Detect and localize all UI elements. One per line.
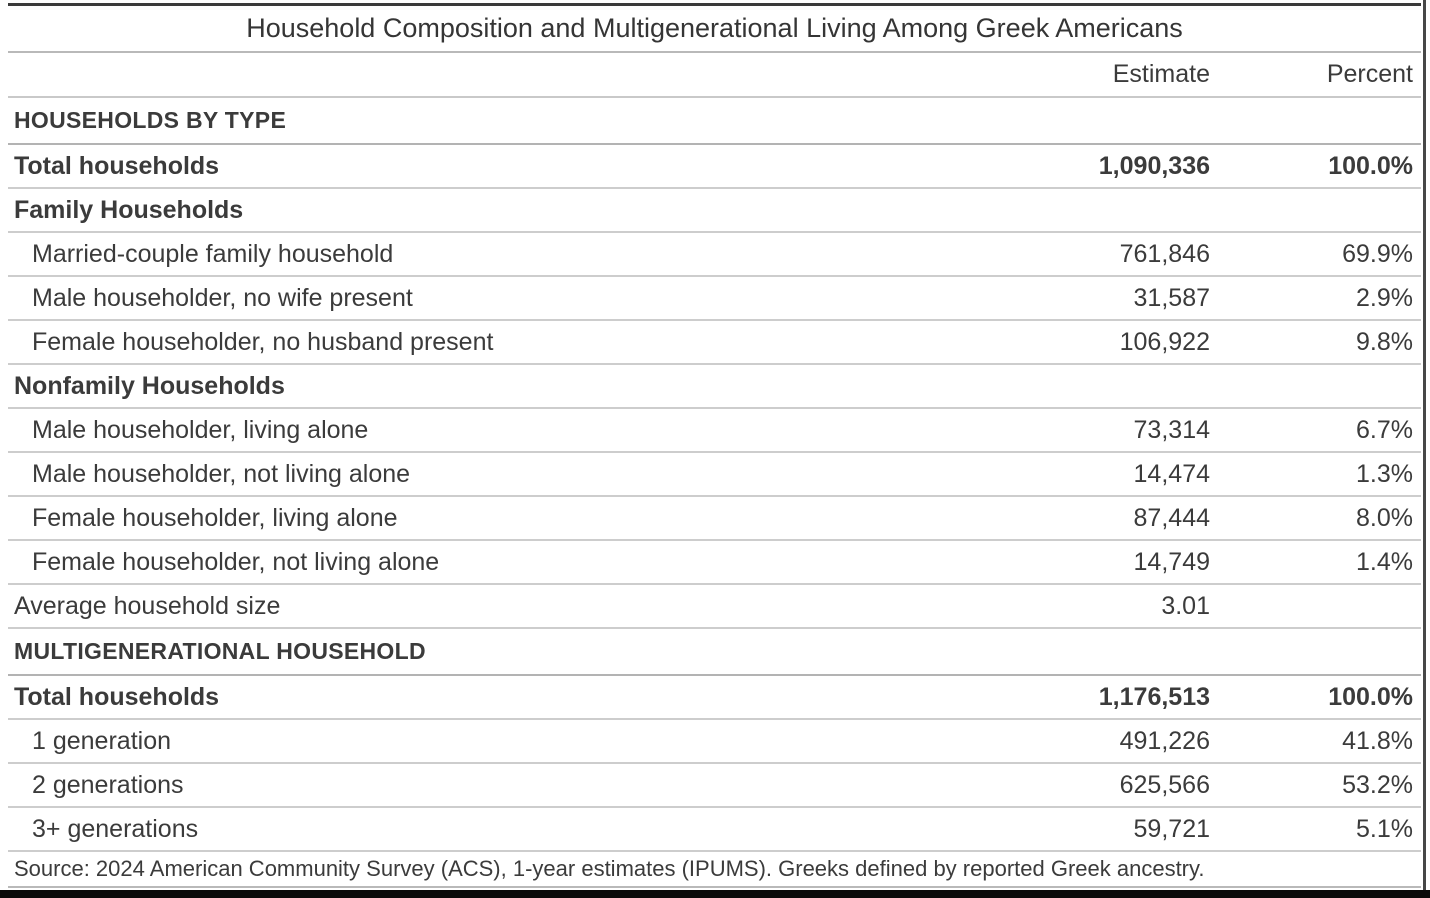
estimate-cell: 761,846	[1119, 239, 1210, 268]
estimate-cell: 14,474	[1133, 459, 1210, 488]
table-row: Total households 1,176,513 100.0%	[8, 676, 1421, 720]
percent-cell: 9.8%	[1356, 327, 1413, 356]
row-label: Female householder, no husband present	[32, 327, 494, 356]
percent-column-header: Percent	[1326, 60, 1413, 88]
percent-cell: 6.7%	[1356, 415, 1413, 444]
table-row: Average household size 3.01	[8, 585, 1421, 629]
table-row: Married-couple family household 761,846 …	[8, 233, 1421, 277]
section-header-row: MULTIGENERATIONAL HOUSEHOLD	[8, 629, 1421, 676]
window-bottom-edge	[0, 890, 1430, 898]
table-row: Female householder, living alone 87,444 …	[8, 497, 1421, 541]
row-label: Total households	[14, 682, 220, 711]
table-row: Family Households	[8, 189, 1421, 233]
estimate-cell: 491,226	[1119, 726, 1210, 755]
percent-cell: 5.1%	[1356, 814, 1413, 843]
table-row: Total households 1,090,336 100.0%	[8, 145, 1421, 189]
estimate-cell: 106,922	[1119, 327, 1210, 356]
estimate-cell: 59,721	[1133, 814, 1210, 843]
row-label: Male householder, living alone	[32, 415, 369, 444]
table-row: Male householder, living alone 73,314 6.…	[8, 409, 1421, 453]
estimate-column-header: Estimate	[1112, 60, 1210, 88]
percent-cell: 41.8%	[1342, 726, 1413, 755]
percent-cell: 1.3%	[1356, 459, 1413, 488]
percent-cell: 69.9%	[1342, 239, 1413, 268]
table-row: Male householder, no wife present 31,587…	[8, 277, 1421, 321]
percent-cell: 2.9%	[1356, 283, 1413, 312]
estimate-cell: 73,314	[1133, 415, 1210, 444]
row-label: 2 generations	[32, 770, 184, 799]
page-title: Household Composition and Multigeneratio…	[246, 13, 1183, 43]
row-label: Married-couple family household	[32, 239, 394, 268]
estimate-cell: 31,587	[1133, 283, 1210, 312]
estimate-cell: 1,090,336	[1098, 151, 1210, 180]
table-row: Female householder, no husband present 1…	[8, 321, 1421, 365]
row-label: Average household size	[14, 591, 281, 620]
percent-cell: 100.0%	[1328, 151, 1413, 180]
percent-cell: 8.0%	[1356, 503, 1413, 532]
table-row: 2 generations 625,566 53.2%	[8, 764, 1421, 808]
row-label: Female householder, living alone	[32, 503, 398, 532]
row-label: Male householder, not living alone	[32, 459, 411, 488]
table-body: HOUSEHOLDS BY TYPE Total households 1,09…	[8, 98, 1421, 852]
estimate-cell: 14,749	[1133, 547, 1210, 576]
table-header-row: Estimate Percent	[8, 53, 1421, 98]
estimate-cell: 625,566	[1119, 770, 1210, 799]
estimate-cell: 1,176,513	[1098, 682, 1210, 711]
row-label: MULTIGENERATIONAL HOUSEHOLD	[14, 638, 426, 664]
table-top-rule	[8, 3, 1421, 6]
table-row: Male householder, not living alone 14,47…	[8, 453, 1421, 497]
row-label: 1 generation	[32, 726, 172, 755]
row-label: Male householder, no wife present	[32, 283, 413, 312]
window-right-edge	[1423, 0, 1426, 898]
row-label: 3+ generations	[32, 814, 199, 843]
table-row: 1 generation 491,226 41.8%	[8, 720, 1421, 764]
row-label: Female householder, not living alone	[32, 547, 440, 576]
table-row: Female householder, not living alone 14,…	[8, 541, 1421, 585]
row-label: HOUSEHOLDS BY TYPE	[14, 107, 287, 133]
percent-cell: 53.2%	[1342, 770, 1413, 799]
source-note: Source: 2024 American Community Survey (…	[14, 856, 1205, 881]
table-row: 3+ generations 59,721 5.1%	[8, 808, 1421, 852]
estimate-cell: 3.01	[1161, 591, 1210, 620]
household-table: Household Composition and Multigeneratio…	[8, 3, 1421, 888]
section-header-row: HOUSEHOLDS BY TYPE	[8, 98, 1421, 145]
row-label: Total households	[14, 151, 220, 180]
estimate-cell: 87,444	[1133, 503, 1210, 532]
row-label: Family Households	[14, 195, 244, 224]
row-label: Nonfamily Households	[14, 371, 285, 400]
percent-cell: 1.4%	[1356, 547, 1413, 576]
table-row: Nonfamily Households	[8, 365, 1421, 409]
percent-cell: 100.0%	[1328, 682, 1413, 711]
